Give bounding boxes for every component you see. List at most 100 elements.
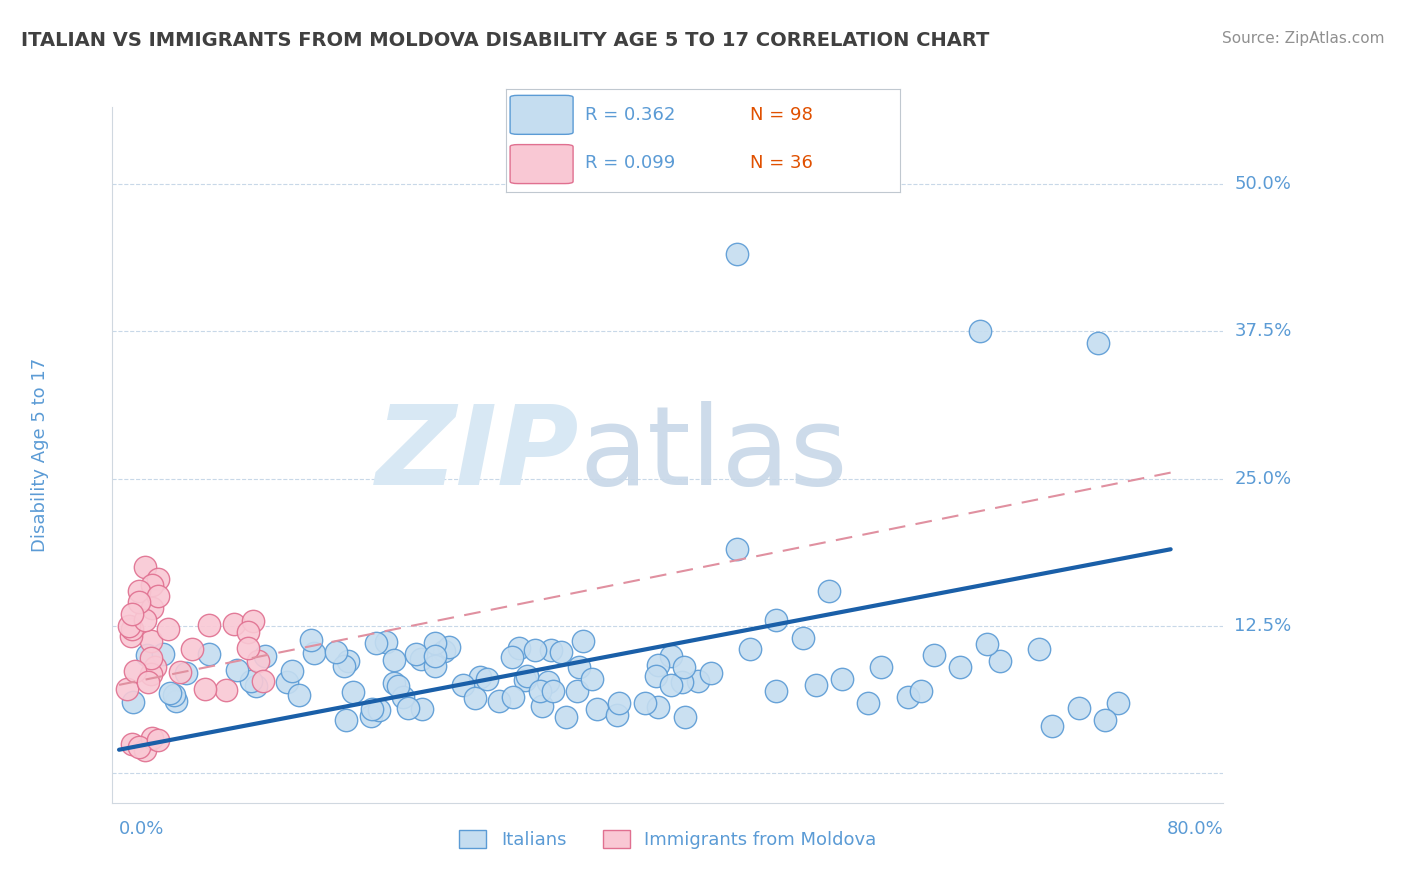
Point <box>396 701 419 715</box>
Point <box>367 703 389 717</box>
Point <box>738 642 761 657</box>
Point <box>361 702 384 716</box>
Point <box>673 660 696 674</box>
Point <box>671 675 693 690</box>
Text: 50.0%: 50.0% <box>1234 175 1291 193</box>
Point <box>139 666 162 681</box>
Point <box>141 634 163 648</box>
Point <box>197 618 219 632</box>
Point <box>335 713 357 727</box>
Point <box>242 614 264 628</box>
Point <box>645 668 668 682</box>
Point <box>299 632 322 647</box>
Text: ZIP: ZIP <box>375 401 579 508</box>
Point <box>141 731 163 745</box>
Text: R = 0.362: R = 0.362 <box>585 106 675 124</box>
Point <box>252 674 274 689</box>
Point <box>568 660 591 674</box>
Point <box>541 683 564 698</box>
Point <box>453 678 475 692</box>
Point <box>134 743 156 757</box>
Point <box>508 640 530 655</box>
Point <box>391 690 413 705</box>
Point <box>120 629 142 643</box>
Point <box>634 696 657 710</box>
Point <box>537 675 560 690</box>
Point <box>333 658 356 673</box>
Point <box>502 690 524 704</box>
Point <box>581 672 603 686</box>
Point <box>159 686 181 700</box>
Point <box>516 669 538 683</box>
Point <box>1040 719 1063 733</box>
Legend: Italians, Immigrants from Moldova: Italians, Immigrants from Moldova <box>453 822 883 856</box>
Text: 80.0%: 80.0% <box>1167 821 1223 838</box>
Text: Disability Age 5 to 17: Disability Age 5 to 17 <box>31 358 49 552</box>
Point <box>1067 701 1090 715</box>
Point <box>647 657 669 672</box>
Point <box>555 710 578 724</box>
Point <box>128 595 150 609</box>
Point <box>531 699 554 714</box>
Point <box>215 683 238 698</box>
Point <box>247 654 270 668</box>
Point <box>115 682 138 697</box>
Point <box>121 622 143 636</box>
Point <box>922 648 945 663</box>
Point <box>136 675 159 690</box>
Point <box>565 683 588 698</box>
Point <box>949 660 972 674</box>
Point <box>969 324 991 338</box>
Point <box>659 649 682 664</box>
Point <box>139 651 162 665</box>
Point <box>152 648 174 662</box>
Point <box>236 640 259 655</box>
Text: 0.0%: 0.0% <box>120 821 165 838</box>
Text: atlas: atlas <box>579 401 848 508</box>
Point <box>586 702 609 716</box>
Point <box>439 640 461 654</box>
Point <box>673 710 696 724</box>
Point <box>194 681 217 696</box>
Point <box>468 670 491 684</box>
Point <box>148 590 170 604</box>
Point <box>523 642 546 657</box>
Point <box>433 644 456 658</box>
Point <box>550 645 572 659</box>
Point <box>540 643 562 657</box>
Point <box>475 672 498 686</box>
Point <box>411 702 433 716</box>
Point <box>145 660 167 674</box>
Point <box>725 542 748 557</box>
Point <box>121 737 143 751</box>
Point <box>124 664 146 678</box>
Point <box>1107 696 1129 710</box>
Point <box>464 690 486 705</box>
Point <box>897 690 920 704</box>
Point <box>360 708 382 723</box>
Point <box>725 247 748 261</box>
Point <box>374 635 396 649</box>
Point <box>686 674 709 689</box>
Text: Source: ZipAtlas.com: Source: ZipAtlas.com <box>1222 31 1385 46</box>
Point <box>488 694 510 708</box>
Point <box>858 696 880 710</box>
FancyBboxPatch shape <box>510 145 574 184</box>
Point <box>818 583 841 598</box>
Point <box>425 648 447 663</box>
Point <box>659 678 682 692</box>
Text: N = 98: N = 98 <box>751 106 813 124</box>
Point <box>181 642 204 657</box>
Point <box>128 740 150 755</box>
Point <box>572 633 595 648</box>
Point <box>765 683 787 698</box>
Point <box>336 654 359 668</box>
FancyBboxPatch shape <box>510 95 574 135</box>
Point <box>169 665 191 679</box>
Point <box>122 695 145 709</box>
Text: ITALIAN VS IMMIGRANTS FROM MOLDOVA DISABILITY AGE 5 TO 17 CORRELATION CHART: ITALIAN VS IMMIGRANTS FROM MOLDOVA DISAB… <box>21 31 990 50</box>
Point <box>163 688 186 702</box>
Text: 12.5%: 12.5% <box>1234 617 1292 635</box>
Point <box>501 650 523 665</box>
Point <box>387 679 409 693</box>
